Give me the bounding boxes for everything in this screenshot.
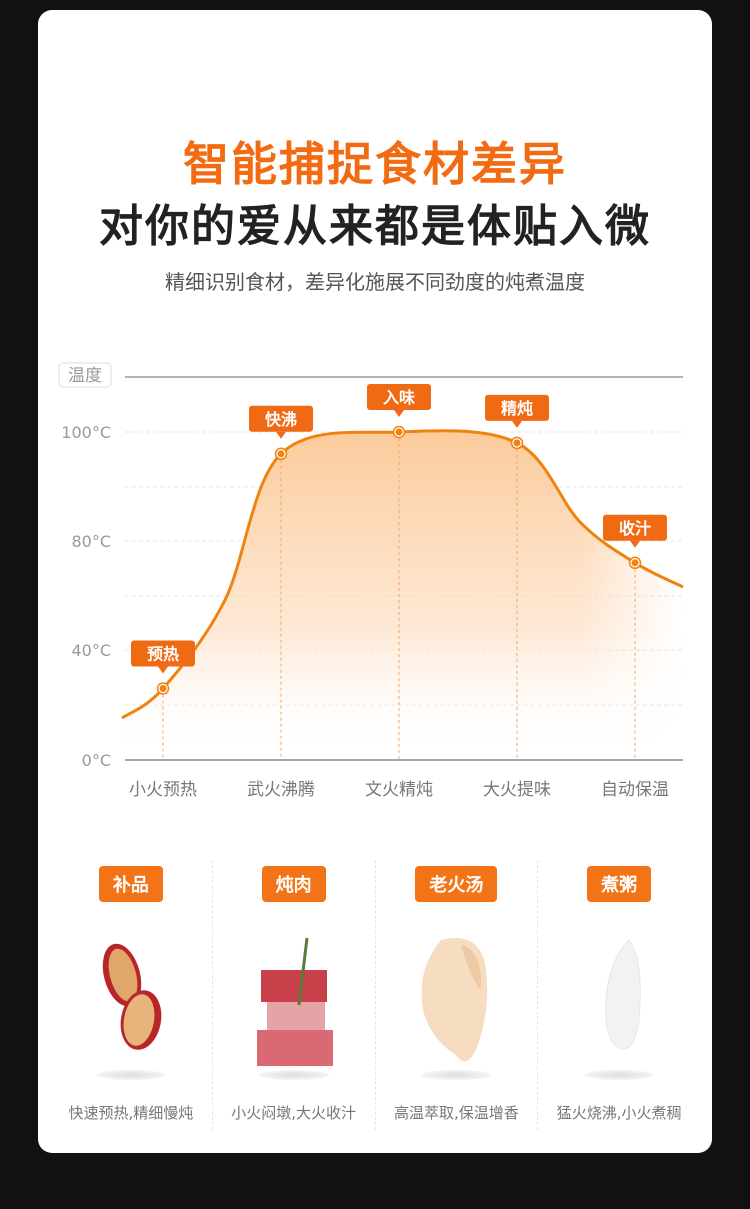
point-label-bubble bbox=[249, 405, 313, 432]
headline-orange: 智能捕捉食材差异 bbox=[183, 137, 567, 191]
y-axis-label: 温度 bbox=[68, 366, 102, 386]
subtitle: 精细识别食材，差异化施展不同劲度的炖煮温度 bbox=[165, 270, 585, 294]
headline-black: 对你的爱从来都是体贴入微 bbox=[99, 201, 651, 252]
bubble-pointer bbox=[394, 410, 404, 417]
food-description: 快速预热,精细慢炖 bbox=[68, 1104, 194, 1122]
shadow bbox=[95, 1070, 166, 1080]
food-item: 煮粥 猛火烧沸,小火煮稠 bbox=[538, 860, 700, 1130]
data-point bbox=[159, 685, 167, 692]
food-tag: 老火汤 bbox=[415, 866, 498, 902]
point-label: 精炖 bbox=[501, 399, 533, 418]
x-tick-label: 大火提味 bbox=[483, 780, 551, 800]
y-tick-label: 40°C bbox=[71, 641, 111, 660]
area-fill bbox=[122, 430, 683, 760]
x-tick-label: 武火沸腾 bbox=[247, 780, 315, 800]
y-tick-label: 0°C bbox=[82, 751, 111, 770]
y-axis-label-box bbox=[58, 362, 112, 388]
bubble-pointer bbox=[512, 420, 522, 428]
shadow bbox=[584, 1070, 655, 1080]
whole-chicken-image bbox=[421, 938, 488, 1062]
bubble-pointer bbox=[630, 540, 640, 548]
shadow bbox=[258, 1070, 329, 1080]
data-point bbox=[631, 559, 639, 567]
food-item: 补品 快速预热,精细慢炖 bbox=[50, 860, 213, 1130]
y-tick-label: 80°C bbox=[71, 532, 111, 551]
x-tick-label: 小火预热 bbox=[129, 780, 197, 800]
rice-grain-image bbox=[605, 939, 641, 1050]
point-label: 入味 bbox=[383, 388, 415, 407]
point-label: 预热 bbox=[147, 645, 179, 664]
point-label-bubble bbox=[485, 394, 549, 421]
data-point bbox=[395, 428, 403, 436]
beef-cubes-image bbox=[256, 937, 333, 1066]
shadow bbox=[421, 1070, 492, 1080]
food-description: 高温萃取,保温增香 bbox=[393, 1104, 519, 1122]
food-description: 猛火烧沸,小火煮稠 bbox=[556, 1104, 682, 1122]
point-label-bubble bbox=[131, 640, 195, 667]
food-tag: 炖肉 bbox=[261, 866, 326, 902]
x-tick-label: 文火精炖 bbox=[365, 780, 433, 800]
point-label-bubble bbox=[603, 514, 667, 541]
red-dates-image bbox=[102, 943, 162, 1050]
y-tick-label: 100°C bbox=[61, 423, 111, 442]
bubble-pointer bbox=[276, 431, 286, 439]
point-label: 收汁 bbox=[619, 519, 651, 538]
point-label-bubble bbox=[367, 384, 431, 410]
food-list: 补品 快速预热,精细慢炖 炖肉 小火闷墩,大火收汁 老火汤 高温萃取,保温增香 … bbox=[50, 860, 700, 1130]
food-tag: 补品 bbox=[98, 866, 163, 902]
bubble-pointer bbox=[158, 666, 168, 674]
food-item: 炖肉 小火闷墩,大火收汁 bbox=[213, 860, 376, 1130]
point-label: 快沸 bbox=[265, 410, 297, 429]
food-tag: 煮粥 bbox=[587, 866, 652, 902]
data-point bbox=[513, 439, 521, 447]
data-point bbox=[277, 450, 285, 458]
food-description: 小火闷墩,大火收汁 bbox=[231, 1104, 357, 1122]
food-item: 老火汤 高温萃取,保温增香 bbox=[376, 860, 539, 1130]
x-tick-label: 自动保温 bbox=[601, 780, 669, 800]
temperature-chart: 温度 0°C 40°C 80°C 100°C 小火预热 武火沸腾 文火精炖 大火提味 自动保温… bbox=[58, 362, 684, 800]
